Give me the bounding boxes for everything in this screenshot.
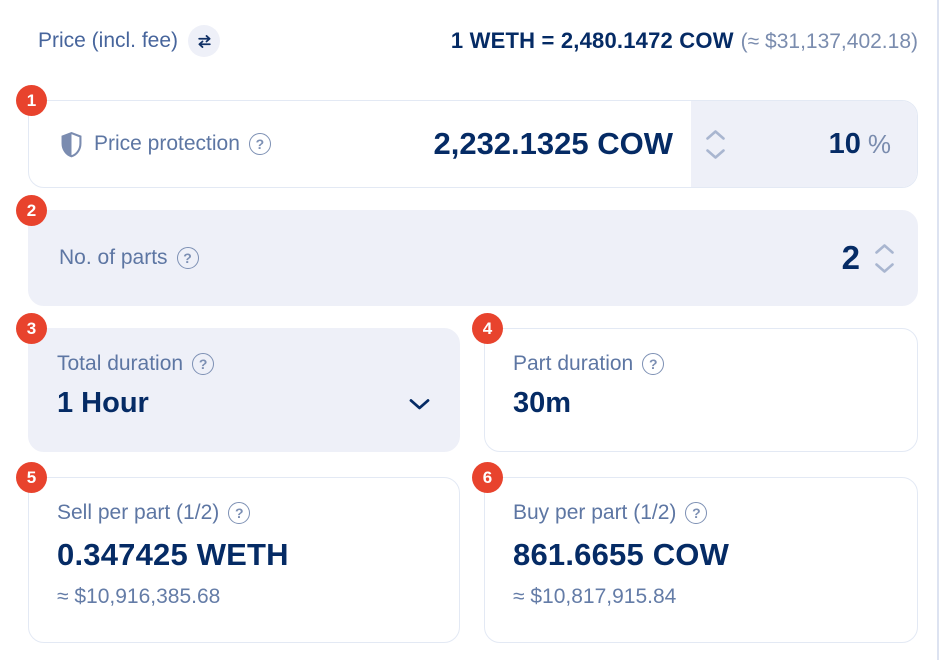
total-duration-value[interactable]: 1 Hour (57, 387, 149, 419)
buy-per-part-label-row: Buy per part (1/2) ? (513, 501, 889, 525)
total-duration-label: Total duration (57, 352, 184, 375)
buy-per-part-label: Buy per part (1/2) (513, 501, 677, 524)
percent-sign: % (867, 128, 891, 159)
parts-decrease-button[interactable] (874, 262, 895, 274)
parts-increase-button[interactable] (874, 243, 895, 255)
percent-stepper (705, 129, 726, 160)
price-protection-card: 1 Price protection ? (16, 85, 918, 188)
buy-per-part-fiat: ≈ $10,817,915.84 (513, 585, 677, 608)
chevron-down-icon (705, 148, 726, 163)
sell-per-part-card: 5 Sell per part (1/2) ? 0.347425 WETH ≈ … (16, 462, 460, 643)
chevron-up-icon (874, 243, 895, 258)
swap-rate-icon (195, 32, 214, 51)
shield-icon (59, 131, 84, 158)
annotation-badge-4: 4 (472, 313, 503, 344)
buy-per-part-help-icon[interactable]: ? (685, 502, 708, 524)
price-protection-percent-section: 10 % (691, 101, 917, 187)
sell-per-part-fiat: ≈ $10,916,385.68 (57, 585, 221, 608)
sell-per-part-label: Sell per part (1/2) (57, 501, 220, 524)
buy-per-part-value: 861.6655 COW (513, 537, 730, 572)
total-duration-help-icon[interactable]: ? (192, 353, 215, 375)
sell-per-part-label-row: Sell per part (1/2) ? (57, 501, 431, 525)
invert-rate-button[interactable] (188, 25, 221, 57)
part-duration-card: 4 Part duration ? 30m (472, 313, 918, 452)
rate-label-group: Price (incl. fee) (38, 25, 221, 57)
percent-increase-button[interactable] (705, 129, 726, 141)
percent-value[interactable]: 10 (828, 127, 861, 160)
price-protection-label: Price protection (94, 132, 240, 155)
widget-right-border (937, 0, 939, 660)
annotation-badge-1: 1 (16, 85, 47, 116)
part-duration-label: Part duration (513, 352, 634, 375)
exchange-rate-fiat: (≈ $31,137,402.18) (740, 30, 918, 53)
price-protection-main: Price protection ? (29, 101, 691, 187)
percent-decrease-button[interactable] (705, 148, 726, 160)
annotation-badge-5: 5 (16, 462, 47, 493)
num-parts-label: No. of parts (59, 246, 168, 269)
price-incl-fee-label: Price (incl. fee) (38, 29, 179, 52)
chevron-down-icon (874, 262, 895, 277)
num-parts-value[interactable]: 2 (841, 239, 860, 276)
chevron-up-icon (705, 129, 726, 144)
part-duration-label-row: Part duration ? (513, 352, 889, 376)
dropdown-chevron-icon[interactable] (408, 397, 431, 411)
annotation-badge-6: 6 (472, 462, 503, 493)
num-parts-card: 2 No. of parts ? 2 (16, 195, 918, 306)
total-duration-label-row: Total duration ? (57, 352, 431, 376)
annotation-badge-3: 3 (16, 313, 47, 344)
sell-per-part-value: 0.347425 WETH (57, 537, 289, 572)
num-parts-stepper (874, 243, 895, 274)
rate-info-row: Price (incl. fee) 1 WETH = 2,480.1472 CO… (38, 24, 918, 58)
num-parts-help-icon[interactable]: ? (176, 247, 199, 269)
exchange-rate-value: 1 WETH = 2,480.1472 COW (450, 28, 734, 53)
total-duration-card[interactable]: 3 Total duration ? 1 Hour (16, 313, 460, 452)
price-protection-input[interactable] (270, 126, 673, 162)
buy-per-part-card: 6 Buy per part (1/2) ? 861.6655 COW ≈ $1… (472, 462, 918, 643)
annotation-badge-2: 2 (16, 195, 47, 226)
part-duration-help-icon[interactable]: ? (642, 353, 665, 375)
price-protection-help-icon[interactable]: ? (248, 133, 271, 155)
rate-value-group: 1 WETH = 2,480.1472 COW (≈ $31,137,402.1… (451, 28, 918, 54)
part-duration-value: 30m (513, 387, 572, 419)
sell-per-part-help-icon[interactable]: ? (228, 502, 251, 524)
